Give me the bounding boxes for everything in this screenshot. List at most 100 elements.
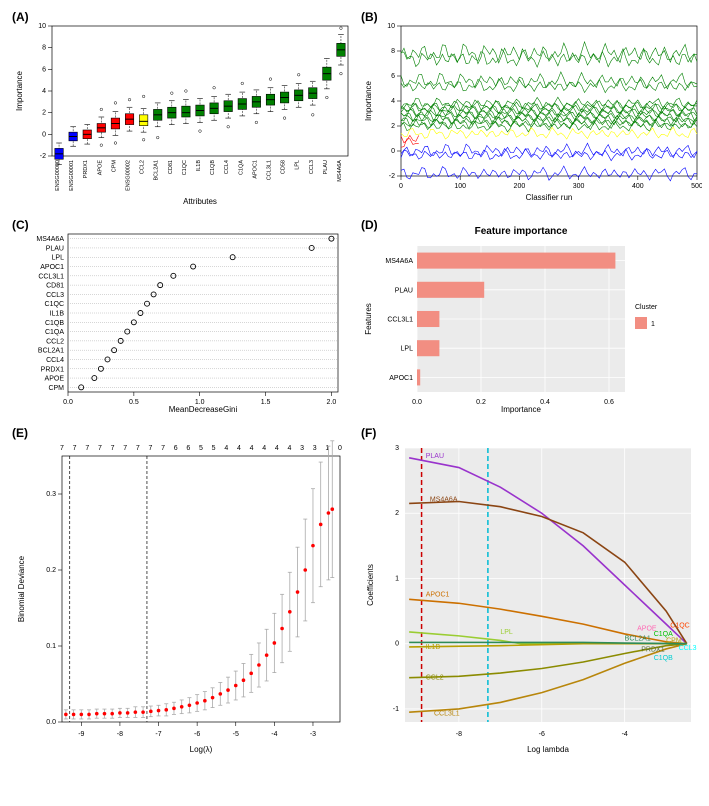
svg-text:LPL: LPL <box>52 255 65 262</box>
svg-text:4: 4 <box>275 445 279 452</box>
svg-text:0.3: 0.3 <box>46 491 56 498</box>
svg-text:MS4A6A: MS4A6A <box>385 258 413 265</box>
svg-text:APOE: APOE <box>97 160 103 176</box>
svg-text:ENSG00002: ENSG00002 <box>126 160 132 191</box>
panel-b: (B) -202468100100200300400500ImportanceC… <box>357 8 702 208</box>
svg-text:-4: -4 <box>622 731 628 738</box>
svg-text:0.5: 0.5 <box>129 399 139 406</box>
svg-text:4: 4 <box>250 445 254 452</box>
svg-text:8: 8 <box>391 48 395 55</box>
svg-text:IL1B: IL1B <box>426 644 441 651</box>
svg-text:0.1: 0.1 <box>46 643 56 650</box>
panel-d-label: (D) <box>361 218 378 232</box>
svg-text:7: 7 <box>85 445 89 452</box>
svg-text:0.2: 0.2 <box>46 567 56 574</box>
svg-text:0.4: 0.4 <box>540 399 550 406</box>
svg-text:Feature importance: Feature importance <box>475 226 568 237</box>
svg-text:-9: -9 <box>78 731 84 738</box>
svg-text:-5: -5 <box>233 731 239 738</box>
svg-text:CCL3: CCL3 <box>679 645 697 652</box>
svg-text:3: 3 <box>300 445 304 452</box>
svg-text:Cluster: Cluster <box>635 304 658 311</box>
panel-a: (A) -20246810ImportanceAttributesENSG000… <box>8 8 353 208</box>
svg-text:300: 300 <box>573 183 585 190</box>
svg-text:CPM: CPM <box>111 160 117 173</box>
panel-e-label: (E) <box>12 426 28 440</box>
svg-text:1: 1 <box>395 575 399 582</box>
svg-text:APOE: APOE <box>45 376 65 383</box>
svg-text:7: 7 <box>123 445 127 452</box>
svg-text:PLAU: PLAU <box>395 287 413 294</box>
svg-text:PLAU: PLAU <box>426 453 444 460</box>
svg-text:CCL3L1: CCL3L1 <box>266 160 272 180</box>
svg-text:C1QA: C1QA <box>45 329 64 336</box>
svg-text:-8: -8 <box>117 731 123 738</box>
svg-text:CCL3: CCL3 <box>309 160 315 174</box>
svg-text:C1QC: C1QC <box>45 301 64 308</box>
svg-text:3: 3 <box>313 445 317 452</box>
svg-text:4: 4 <box>262 445 266 452</box>
svg-text:-8: -8 <box>456 731 462 738</box>
panel-b-label: (B) <box>361 10 378 24</box>
svg-text:7: 7 <box>73 445 77 452</box>
svg-text:-2: -2 <box>40 153 46 160</box>
svg-text:CPM: CPM <box>48 385 64 392</box>
svg-text:MS4A6A: MS4A6A <box>430 496 458 503</box>
panel-f: (F) -10123-8-6-4CoefficientsLog lambdaPL… <box>357 424 702 764</box>
svg-text:PLAU: PLAU <box>46 245 64 252</box>
svg-text:Importance: Importance <box>15 70 24 111</box>
svg-text:10: 10 <box>38 23 46 30</box>
svg-text:CCL4: CCL4 <box>46 357 64 364</box>
svg-text:Log lambda: Log lambda <box>527 745 569 754</box>
svg-text:Importance: Importance <box>501 405 542 414</box>
panel-a-label: (A) <box>12 10 29 24</box>
svg-text:APOC1: APOC1 <box>40 264 64 271</box>
panel-f-label: (F) <box>361 426 376 440</box>
svg-text:CCL3L1: CCL3L1 <box>387 317 413 324</box>
svg-text:ENSG00000: ENSG00000 <box>55 160 61 191</box>
svg-text:-3: -3 <box>310 731 316 738</box>
svg-text:C1QC: C1QC <box>182 160 188 175</box>
svg-text:-4: -4 <box>271 731 277 738</box>
svg-text:500: 500 <box>691 183 702 190</box>
svg-text:-6: -6 <box>194 731 200 738</box>
svg-text:8: 8 <box>42 45 46 52</box>
svg-text:0: 0 <box>391 148 395 155</box>
svg-text:2: 2 <box>42 110 46 117</box>
svg-text:CD81: CD81 <box>46 283 64 290</box>
svg-text:200: 200 <box>514 183 526 190</box>
svg-text:PRDX1: PRDX1 <box>41 366 64 373</box>
svg-text:3: 3 <box>395 445 399 452</box>
svg-text:Classifier run: Classifier run <box>526 193 573 202</box>
svg-text:C1QA: C1QA <box>238 160 244 175</box>
svg-text:6: 6 <box>186 445 190 452</box>
panel-e: (E) 0.00.10.20.3-9-8-7-6-5-4-3Binomial D… <box>8 424 353 764</box>
svg-text:BCL2A1: BCL2A1 <box>625 635 651 642</box>
svg-text:LPL: LPL <box>500 629 513 636</box>
svg-text:APOC1: APOC1 <box>252 160 258 179</box>
svg-text:4: 4 <box>288 445 292 452</box>
svg-text:PRDX1: PRDX1 <box>83 160 89 178</box>
svg-text:2.0: 2.0 <box>327 399 337 406</box>
svg-text:PRDX1: PRDX1 <box>641 647 664 654</box>
svg-text:0.6: 0.6 <box>604 399 614 406</box>
svg-text:LPL: LPL <box>401 346 414 353</box>
svg-text:MS4A6A: MS4A6A <box>337 160 343 182</box>
svg-text:CCL2: CCL2 <box>140 160 146 174</box>
svg-text:C1QB: C1QB <box>45 320 64 327</box>
svg-text:0.0: 0.0 <box>412 399 422 406</box>
svg-text:1: 1 <box>651 321 655 328</box>
svg-text:0: 0 <box>399 183 403 190</box>
svg-text:-6: -6 <box>539 731 545 738</box>
svg-text:10: 10 <box>387 23 395 30</box>
svg-text:0: 0 <box>42 131 46 138</box>
svg-text:IL1B: IL1B <box>196 160 202 172</box>
svg-text:4: 4 <box>224 445 228 452</box>
svg-text:400: 400 <box>632 183 644 190</box>
svg-text:Coefficients: Coefficients <box>366 564 375 606</box>
svg-text:CD58: CD58 <box>281 160 287 174</box>
svg-text:0.0: 0.0 <box>63 399 73 406</box>
svg-text:5: 5 <box>199 445 203 452</box>
svg-text:BCL2A1: BCL2A1 <box>38 348 64 355</box>
svg-text:6: 6 <box>42 66 46 73</box>
